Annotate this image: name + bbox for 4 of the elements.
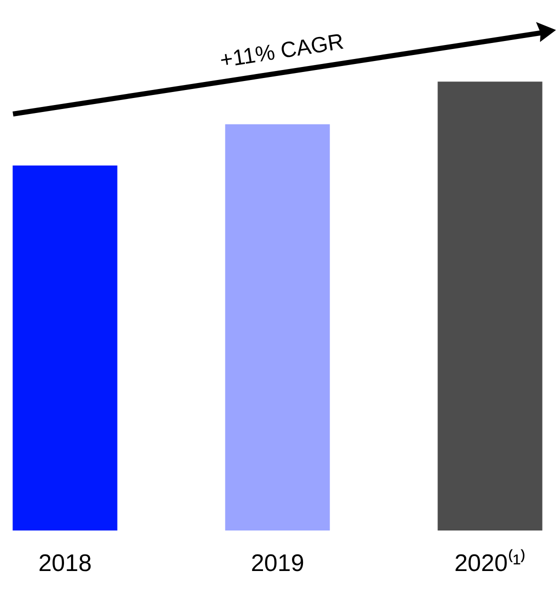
x-tick-label: 2020⁽¹⁾ [454,549,526,578]
text: +11% CAGR [218,28,346,73]
x-tick-label: 2019 [250,550,304,578]
x-tick-label: 2018 [38,550,92,578]
